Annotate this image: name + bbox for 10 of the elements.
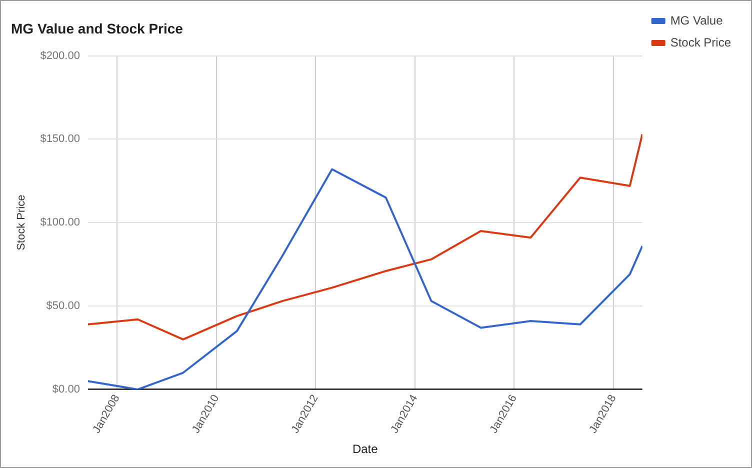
x-axis-title: Date	[352, 442, 378, 456]
y-tick-label: $200.00	[40, 50, 80, 62]
legend-label: MG Value	[670, 13, 724, 28]
y-tick-label: $50.00	[46, 300, 80, 312]
y-tick-label: $150.00	[40, 133, 80, 146]
legend-label: Stock Price	[670, 35, 732, 50]
y-tick-label: $0.00	[52, 383, 80, 396]
y-axis-title: Stock Price	[16, 194, 28, 250]
chart-title: MG Value and Stock Price	[11, 20, 184, 36]
y-tick-label: $100.00	[40, 216, 80, 229]
